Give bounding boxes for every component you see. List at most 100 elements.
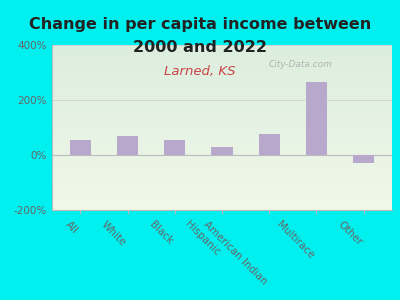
Bar	[52, 68, 392, 70]
Bar	[52, 103, 392, 104]
Bar	[211, 147, 233, 155]
Bar	[52, 45, 392, 46]
Bar	[52, 202, 392, 203]
Bar	[52, 116, 392, 118]
Bar	[52, 185, 392, 187]
Bar	[52, 194, 392, 195]
Bar	[52, 75, 392, 76]
Bar	[52, 172, 392, 174]
Bar	[52, 50, 392, 52]
Bar	[52, 141, 392, 142]
Bar	[52, 199, 392, 200]
Bar	[52, 71, 392, 73]
Bar	[52, 66, 392, 68]
Bar	[52, 121, 392, 122]
Bar	[52, 80, 392, 81]
Bar	[52, 200, 392, 202]
Bar	[52, 208, 392, 210]
Bar	[52, 207, 392, 208]
Bar	[52, 151, 392, 152]
Bar	[52, 56, 392, 58]
Bar	[52, 63, 392, 65]
Bar	[117, 136, 138, 155]
Bar	[52, 112, 392, 114]
Bar	[52, 182, 392, 184]
Bar	[52, 189, 392, 190]
Bar	[52, 101, 392, 103]
Text: 2000 and 2022: 2000 and 2022	[133, 40, 267, 56]
Bar	[52, 203, 392, 205]
Bar	[52, 96, 392, 98]
Bar	[306, 82, 327, 155]
Bar	[52, 128, 392, 129]
Bar	[52, 184, 392, 185]
Bar	[52, 89, 392, 91]
Bar	[52, 187, 392, 189]
Bar	[52, 61, 392, 63]
Bar	[52, 93, 392, 94]
Bar	[52, 91, 392, 93]
Bar	[52, 154, 392, 155]
Bar	[52, 162, 392, 164]
Bar	[70, 140, 91, 155]
Bar	[52, 136, 392, 137]
Bar	[52, 149, 392, 151]
Bar	[164, 140, 186, 155]
Bar	[52, 85, 392, 86]
Bar	[52, 131, 392, 132]
Bar	[52, 192, 392, 194]
Bar	[52, 70, 392, 71]
Bar	[52, 197, 392, 199]
Bar	[52, 159, 392, 160]
Bar	[52, 167, 392, 169]
Bar	[52, 180, 392, 182]
Bar	[52, 129, 392, 131]
Bar	[52, 195, 392, 197]
Bar	[52, 142, 392, 144]
Bar	[52, 165, 392, 167]
Bar	[52, 126, 392, 128]
Bar	[52, 88, 392, 89]
Bar	[52, 205, 392, 207]
Text: Larned, KS: Larned, KS	[164, 65, 236, 79]
Bar	[52, 55, 392, 56]
Bar	[52, 175, 392, 177]
Bar	[353, 155, 374, 163]
Bar	[52, 132, 392, 134]
Bar	[52, 52, 392, 53]
Bar	[52, 169, 392, 170]
Bar	[52, 46, 392, 48]
Bar	[52, 152, 392, 154]
Bar	[52, 73, 392, 75]
Bar	[52, 109, 392, 111]
Bar	[52, 178, 392, 180]
Bar	[52, 60, 392, 61]
Bar	[52, 108, 392, 109]
Bar	[52, 83, 392, 85]
Bar	[52, 78, 392, 80]
Bar	[52, 164, 392, 165]
Bar	[52, 76, 392, 78]
Bar	[52, 104, 392, 106]
Bar	[52, 139, 392, 141]
Bar	[52, 155, 392, 157]
Bar	[52, 114, 392, 116]
Bar	[52, 118, 392, 119]
Bar	[52, 147, 392, 149]
Bar	[52, 157, 392, 159]
Bar	[52, 174, 392, 175]
Bar	[52, 124, 392, 126]
Bar	[52, 53, 392, 55]
Bar	[52, 65, 392, 66]
Bar	[52, 146, 392, 147]
Bar	[258, 134, 280, 155]
Bar	[52, 111, 392, 112]
Bar	[52, 98, 392, 99]
Bar	[52, 137, 392, 139]
Bar	[52, 170, 392, 172]
Bar	[52, 144, 392, 146]
Bar	[52, 81, 392, 83]
Bar	[52, 99, 392, 101]
Bar	[52, 58, 392, 60]
Bar	[52, 94, 392, 96]
